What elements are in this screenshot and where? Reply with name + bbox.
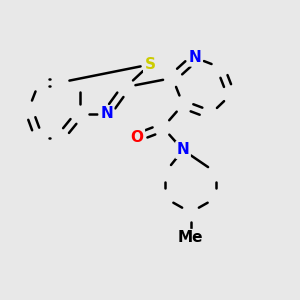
Text: N: N bbox=[177, 142, 189, 158]
Text: O: O bbox=[130, 130, 144, 145]
Text: N: N bbox=[189, 50, 201, 65]
Text: N: N bbox=[100, 106, 113, 122]
Text: S: S bbox=[145, 57, 155, 72]
Text: Me: Me bbox=[178, 230, 203, 245]
